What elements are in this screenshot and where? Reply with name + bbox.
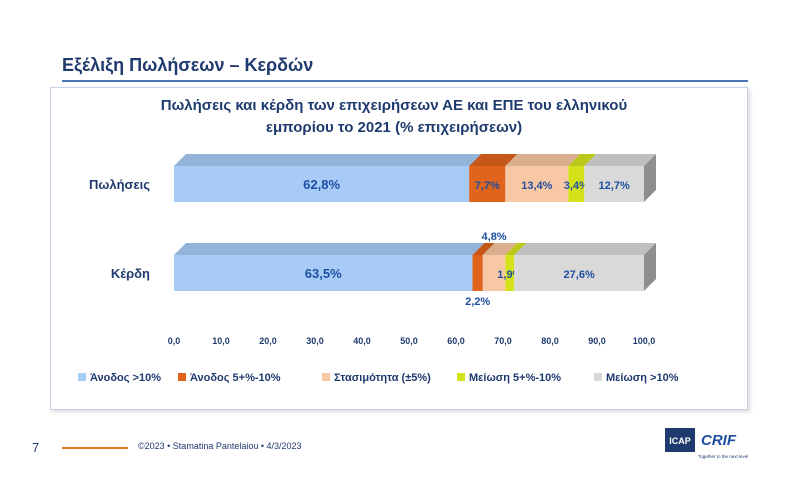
footer-credit: ©2023 • Stamatina Pantelaiou • 4/3/2023 [138, 441, 302, 451]
legend-swatch-1 [178, 373, 186, 381]
x-tick-label-8: 80,0 [541, 336, 559, 346]
legend-swatch-0 [78, 373, 86, 381]
x-tick-label-6: 60,0 [447, 336, 465, 346]
bar-segment-0-3 [568, 166, 585, 202]
icap-logo-box [665, 428, 695, 452]
bar-segment-1-4 [514, 255, 644, 291]
bar-segment-1-1 [472, 255, 483, 291]
bar-segment-1-2 [482, 255, 506, 291]
category-label-0: Πωλήσεις [89, 177, 150, 192]
bar-segment-1-0 [174, 255, 473, 291]
legend-swatch-4 [594, 373, 602, 381]
logo-tagline: Together to the next level [698, 454, 748, 459]
bar-segment-0-1 [469, 166, 506, 202]
legend-label-3: Μείωση 5+%-10% [469, 372, 561, 384]
bar-segment-1-3 [505, 255, 515, 291]
legend-swatch-3 [457, 373, 465, 381]
footer-accent-line [62, 447, 128, 449]
data-label-0-4: 12,7% [599, 180, 630, 192]
bar-top-0-2 [505, 154, 581, 166]
bar-top-1-0 [174, 243, 485, 255]
chart-title-line-2: εμπορίου το 2021 (% επιχειρήσεων) [265, 119, 523, 136]
bar-top-1-1 [472, 243, 495, 255]
slide-title: Εξέλιξη Πωλήσεων – Κερδών [62, 55, 314, 75]
data-label-0-1: 7,7% [475, 180, 500, 192]
data-label-1-1: 2,2% [465, 296, 490, 308]
data-label-0-3: 3,4% [564, 180, 589, 192]
data-label-1-4: 27,6% [564, 269, 595, 281]
title-underline [62, 80, 748, 82]
category-label-1: Κέρδη [111, 266, 150, 281]
data-label-0-2: 13,4% [521, 180, 552, 192]
x-tick-label-1: 10,0 [212, 336, 230, 346]
bar-top-0-1 [469, 154, 518, 166]
data-label-1-2: 4,8% [482, 231, 507, 243]
bar-top-0-4 [584, 154, 656, 166]
bar-segment-0-2 [505, 166, 569, 202]
legend-label-1: Άνοδος 5+%-10% [190, 372, 281, 384]
data-label-0-0: 62,8% [303, 177, 340, 192]
legend-label-0: Άνοδος >10% [90, 372, 161, 384]
x-tick-label-7: 70,0 [494, 336, 512, 346]
x-tick-label-9: 90,0 [588, 336, 606, 346]
legend-label-2: Στασιμότητα (±5%) [334, 372, 431, 384]
bar-top-0-0 [174, 154, 482, 166]
x-tick-label-4: 40,0 [353, 336, 371, 346]
crif-logo-text: CRIF [701, 432, 737, 449]
x-tick-label-5: 50,0 [400, 336, 418, 346]
bar-top-1-2 [482, 243, 518, 255]
bar-side-1 [644, 243, 656, 291]
bar-top-1-3 [505, 243, 527, 255]
x-tick-label-3: 30,0 [306, 336, 324, 346]
icap-logo-text: ICAP [669, 436, 691, 446]
data-label-1-0: 63,5% [305, 266, 342, 281]
legend-swatch-2 [322, 373, 330, 381]
x-tick-label-0: 0,0 [168, 336, 181, 346]
chart-title: Πωλήσεις και κέρδη των επιχειρήσεων ΑΕ κ… [0, 95, 788, 139]
page-number: 7 [32, 440, 40, 455]
chart-title-line-1: Πωλήσεις και κέρδη των επιχειρήσεων ΑΕ κ… [160, 97, 628, 114]
legend-label-4: Μείωση >10% [606, 372, 679, 384]
bar-top-0-3 [568, 154, 597, 166]
bar-side-0 [644, 154, 656, 202]
x-tick-label-10: 100,0 [633, 336, 656, 346]
bar-top-1-4 [514, 243, 656, 255]
bar-segment-0-0 [174, 166, 470, 202]
bar-segment-0-4 [584, 166, 644, 202]
icap-crif-logo: ICAP CRIF Together to the next level [665, 428, 748, 459]
x-tick-label-2: 20,0 [259, 336, 277, 346]
